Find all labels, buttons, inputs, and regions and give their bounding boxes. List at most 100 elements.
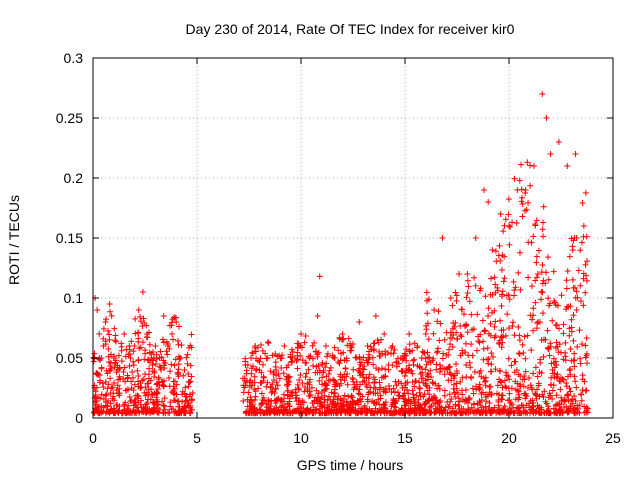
data-point bbox=[105, 327, 112, 334]
data-point bbox=[142, 384, 149, 391]
data-point bbox=[160, 357, 167, 364]
data-point bbox=[546, 409, 553, 416]
data-point bbox=[256, 406, 263, 413]
data-point bbox=[494, 408, 501, 415]
y-tick-label: 0.05 bbox=[56, 350, 83, 366]
data-point bbox=[404, 386, 411, 393]
data-point bbox=[529, 403, 536, 410]
data-point bbox=[419, 410, 426, 417]
data-point bbox=[534, 270, 541, 277]
x-tick-label: 0 bbox=[89, 430, 97, 446]
data-point bbox=[340, 396, 347, 403]
data-point bbox=[301, 384, 308, 391]
data-point bbox=[484, 356, 491, 363]
data-point bbox=[173, 319, 180, 325]
data-point bbox=[563, 285, 570, 292]
data-point bbox=[488, 368, 495, 375]
data-point bbox=[381, 331, 388, 337]
data-point bbox=[421, 391, 428, 398]
data-point bbox=[488, 361, 495, 368]
data-point bbox=[509, 219, 516, 226]
data-point bbox=[188, 331, 195, 338]
data-point bbox=[120, 369, 127, 376]
data-point bbox=[381, 402, 388, 409]
data-point bbox=[165, 409, 172, 416]
data-point bbox=[523, 402, 530, 409]
data-point bbox=[494, 390, 501, 397]
data-point bbox=[533, 253, 540, 260]
data-point bbox=[388, 350, 395, 357]
data-point bbox=[551, 374, 558, 381]
data-point bbox=[516, 332, 523, 339]
data-point bbox=[550, 268, 557, 275]
data-point bbox=[430, 355, 437, 362]
data-point bbox=[139, 323, 146, 330]
data-point bbox=[389, 410, 396, 417]
data-point bbox=[146, 365, 153, 372]
data-point bbox=[147, 410, 154, 417]
data-point bbox=[420, 349, 427, 356]
data-point bbox=[337, 409, 344, 416]
data-point bbox=[309, 342, 316, 349]
data-point bbox=[94, 370, 101, 377]
data-point bbox=[582, 289, 589, 296]
data-point bbox=[489, 353, 496, 360]
data-point bbox=[556, 325, 563, 332]
data-point bbox=[449, 325, 456, 332]
data-point bbox=[498, 392, 505, 399]
data-point bbox=[441, 371, 448, 378]
data-point bbox=[126, 362, 133, 369]
data-point bbox=[530, 233, 537, 240]
data-point bbox=[515, 396, 522, 403]
data-point bbox=[318, 388, 325, 395]
data-point bbox=[553, 321, 560, 328]
data-point bbox=[496, 376, 503, 383]
data-point bbox=[506, 296, 513, 303]
data-point bbox=[332, 381, 339, 388]
data-point bbox=[537, 296, 544, 303]
data-point bbox=[497, 211, 504, 217]
data-point bbox=[288, 346, 295, 353]
data-point bbox=[466, 298, 473, 305]
data-point bbox=[465, 395, 472, 402]
data-point bbox=[140, 315, 147, 322]
data-point bbox=[418, 375, 425, 382]
data-point bbox=[546, 390, 553, 397]
data-point bbox=[491, 323, 498, 330]
data-point bbox=[113, 402, 120, 409]
data-point bbox=[466, 359, 473, 366]
data-point bbox=[339, 331, 346, 337]
data-point bbox=[489, 247, 496, 253]
data-point bbox=[529, 316, 536, 323]
data-point bbox=[519, 213, 526, 220]
data-point bbox=[436, 399, 443, 406]
data-point bbox=[345, 393, 352, 400]
data-point bbox=[451, 372, 458, 379]
data-point bbox=[409, 347, 416, 354]
data-point bbox=[569, 247, 576, 254]
data-point bbox=[398, 405, 405, 412]
data-point bbox=[523, 393, 530, 400]
data-point bbox=[366, 348, 373, 355]
data-point bbox=[331, 344, 338, 351]
data-point bbox=[573, 384, 580, 391]
data-point bbox=[527, 182, 534, 189]
data-point bbox=[247, 394, 254, 401]
data-point bbox=[519, 201, 526, 208]
data-point bbox=[524, 384, 531, 391]
data-point bbox=[130, 374, 137, 381]
data-point bbox=[471, 401, 478, 408]
data-point bbox=[581, 403, 588, 410]
data-point bbox=[157, 348, 164, 355]
data-point bbox=[450, 385, 457, 392]
data-point bbox=[269, 381, 276, 388]
data-point bbox=[331, 355, 338, 361]
data-point bbox=[188, 396, 195, 403]
data-point bbox=[558, 292, 565, 299]
data-point bbox=[449, 344, 456, 351]
data-point bbox=[534, 320, 541, 327]
data-point bbox=[434, 345, 441, 352]
data-point bbox=[578, 397, 585, 404]
data-point bbox=[304, 405, 311, 412]
data-point bbox=[111, 379, 118, 386]
